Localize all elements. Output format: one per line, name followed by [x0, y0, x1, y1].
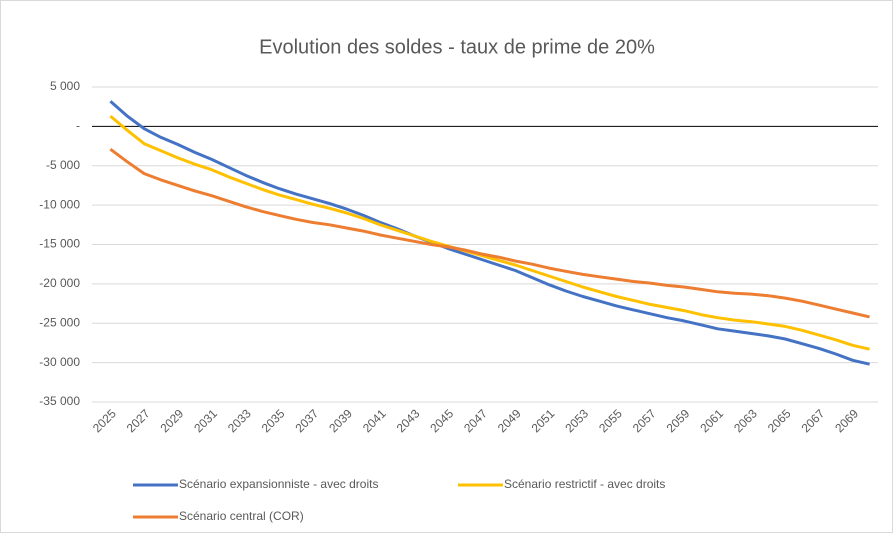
legend-label: Scénario restrictif - avec droits — [504, 477, 665, 491]
y-tick-label: -35 000 — [39, 394, 80, 408]
y-tick-label: -15 000 — [39, 237, 80, 251]
series-line — [109, 100, 870, 366]
legend-label: Scénario expansionniste - avec droits — [179, 477, 378, 491]
y-tick-label: -5 000 — [46, 158, 80, 172]
series-line — [109, 114, 870, 351]
y-tick-label: -25 000 — [39, 315, 80, 329]
y-tick-label: - — [76, 119, 80, 133]
series-line — [109, 147, 870, 319]
legend-label: Scénario central (COR) — [179, 509, 304, 523]
chart-title: Evolution des soldes - taux de prime de … — [259, 36, 655, 58]
y-tick-label: -20 000 — [39, 276, 80, 290]
y-tick-label: 5 000 — [50, 79, 80, 93]
y-tick-label: -30 000 — [39, 355, 80, 369]
y-tick-label: -10 000 — [39, 197, 80, 211]
